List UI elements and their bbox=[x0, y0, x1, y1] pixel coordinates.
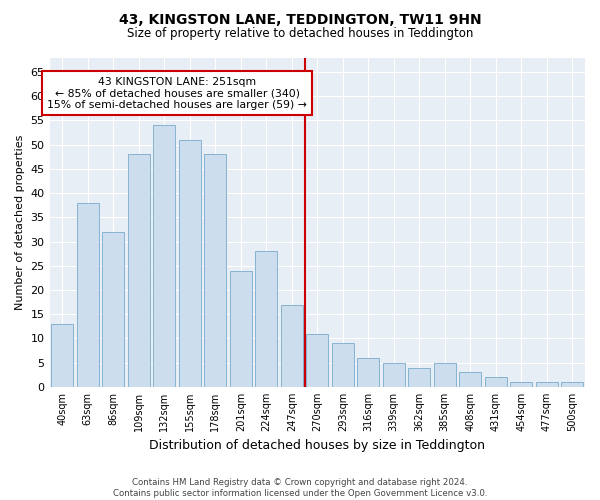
Bar bbox=[409, 368, 430, 387]
Bar bbox=[358, 358, 379, 387]
Bar bbox=[103, 232, 124, 387]
Text: Size of property relative to detached houses in Teddington: Size of property relative to detached ho… bbox=[127, 28, 473, 40]
Bar bbox=[511, 382, 532, 387]
Bar bbox=[485, 377, 506, 387]
Y-axis label: Number of detached properties: Number of detached properties bbox=[15, 134, 25, 310]
Bar bbox=[256, 252, 277, 387]
Text: 43 KINGSTON LANE: 251sqm
← 85% of detached houses are smaller (340)
15% of semi-: 43 KINGSTON LANE: 251sqm ← 85% of detach… bbox=[47, 77, 307, 110]
Text: 43, KINGSTON LANE, TEDDINGTON, TW11 9HN: 43, KINGSTON LANE, TEDDINGTON, TW11 9HN bbox=[119, 12, 481, 26]
Bar bbox=[179, 140, 200, 387]
Bar bbox=[154, 126, 175, 387]
Bar bbox=[536, 382, 557, 387]
Bar bbox=[52, 324, 73, 387]
Bar bbox=[383, 362, 404, 387]
Bar bbox=[562, 382, 583, 387]
Bar bbox=[460, 372, 481, 387]
Bar bbox=[230, 270, 251, 387]
Text: Contains HM Land Registry data © Crown copyright and database right 2024.
Contai: Contains HM Land Registry data © Crown c… bbox=[113, 478, 487, 498]
Bar bbox=[434, 362, 455, 387]
X-axis label: Distribution of detached houses by size in Teddington: Distribution of detached houses by size … bbox=[149, 440, 485, 452]
Bar bbox=[77, 203, 98, 387]
Bar bbox=[332, 344, 353, 387]
Bar bbox=[281, 304, 302, 387]
Bar bbox=[205, 154, 226, 387]
Bar bbox=[307, 334, 328, 387]
Bar bbox=[128, 154, 149, 387]
